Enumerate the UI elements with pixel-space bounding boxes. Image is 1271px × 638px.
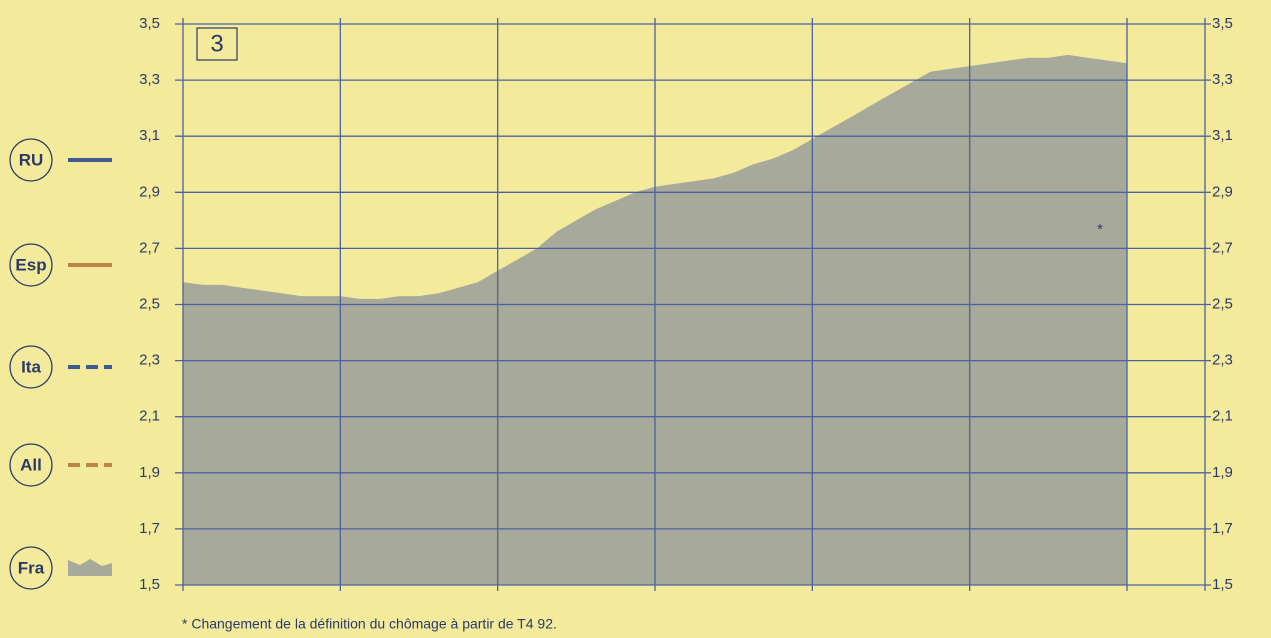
y-tick-label: 1,5 <box>139 576 160 593</box>
annotation: * <box>1097 221 1103 238</box>
y-tick-label: 2,7 <box>139 239 160 256</box>
legend-circle <box>9 546 53 590</box>
legend-circle <box>9 138 53 182</box>
y2-tick-label: 3,3 <box>1212 71 1233 88</box>
y-tick-label: 3,3 <box>139 71 160 88</box>
y2-tick-label: 3,1 <box>1212 127 1233 144</box>
legend-label: Esp <box>15 255 46 274</box>
y-tick-label: 3,1 <box>139 127 160 144</box>
box <box>196 27 238 61</box>
y2-tick-label: 2,3 <box>1212 352 1233 369</box>
y2-tick-label: 2,5 <box>1212 295 1233 312</box>
legend-circle <box>9 443 53 487</box>
legend-label: RU <box>19 150 44 169</box>
y2-tick-label: 1,7 <box>1212 520 1233 537</box>
y-tick-label: 2,3 <box>139 352 160 369</box>
y-tick-label: 2,9 <box>139 183 160 200</box>
y2-tick-label: 1,9 <box>1212 464 1233 481</box>
legend-label: Fra <box>18 558 45 577</box>
y-tick-label: 1,9 <box>139 464 160 481</box>
y-tick-label: 2,1 <box>139 408 160 425</box>
box-label: 3 <box>210 30 223 57</box>
legend-label: Ita <box>21 357 41 376</box>
y2-tick-label: 3,5 <box>1212 15 1233 32</box>
y-tick-label: 2,5 <box>139 295 160 312</box>
y2-tick-label: 2,1 <box>1212 408 1233 425</box>
legend-circle <box>9 243 53 287</box>
legend-swatch <box>68 559 112 576</box>
y2-tick-label: 1,5 <box>1212 576 1233 593</box>
legend-circle <box>9 345 53 389</box>
y2-tick-label: 2,9 <box>1212 183 1233 200</box>
footnote: * Changement de la définition du chômage… <box>182 616 557 632</box>
y2-tick-label: 2,7 <box>1212 239 1233 256</box>
legend-label: All <box>20 455 42 474</box>
y-tick-label: 1,7 <box>139 520 160 537</box>
y-tick-label: 3,5 <box>139 15 160 32</box>
